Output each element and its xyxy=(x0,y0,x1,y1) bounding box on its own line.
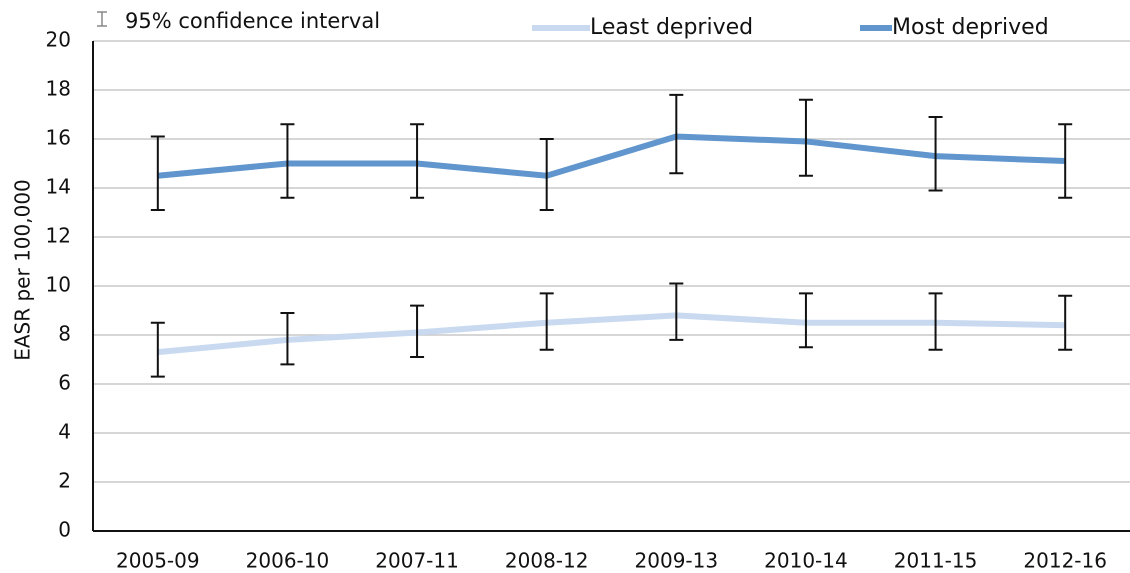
y-tick-label: 8 xyxy=(58,322,71,346)
series-line xyxy=(157,312,1066,356)
x-tick-label: 2011-15 xyxy=(894,549,978,573)
y-axis-label: EASR per 100,000 xyxy=(11,179,35,361)
error-bar xyxy=(410,123,425,199)
x-tick-label: 2007-11 xyxy=(375,549,459,573)
ci-legend-label: 95% confidence interval xyxy=(125,9,380,33)
y-tick-label: 2 xyxy=(58,469,71,493)
series-line xyxy=(157,133,1066,179)
ci-legend-icon xyxy=(97,11,107,27)
legend-label: Most deprived xyxy=(892,15,1049,40)
error-bar xyxy=(280,311,295,366)
error-bar xyxy=(798,292,813,349)
legend-label: Least deprived xyxy=(590,15,753,40)
y-tick-label: 0 xyxy=(58,518,71,542)
y-tick-label: 4 xyxy=(58,420,71,444)
error-bar xyxy=(410,304,425,359)
y-tick-label: 12 xyxy=(46,224,71,248)
y-tick-label: 6 xyxy=(58,371,71,395)
error-bar xyxy=(928,292,943,351)
x-tick-label: 2012-16 xyxy=(1023,549,1107,573)
error-bar xyxy=(1058,123,1073,199)
error-bar xyxy=(669,93,684,175)
y-tick-label: 10 xyxy=(46,273,71,297)
error-bar xyxy=(539,138,554,212)
error-bar xyxy=(280,123,295,199)
x-tick-label: 2010-14 xyxy=(764,549,848,573)
y-tick-label: 14 xyxy=(46,175,71,199)
x-tick-label: 2008-12 xyxy=(505,549,589,573)
x-tick-label: 2009-13 xyxy=(635,549,719,573)
error-bar xyxy=(1058,294,1073,351)
y-tick-label: 16 xyxy=(46,126,71,150)
error-bar xyxy=(539,292,554,351)
y-tick-label: 18 xyxy=(46,77,71,101)
x-tick-label: 2005-09 xyxy=(116,549,200,573)
error-bar xyxy=(798,98,813,177)
y-tick-label: 20 xyxy=(46,28,71,52)
error-bar xyxy=(150,321,165,378)
error-bar xyxy=(928,115,943,192)
x-tick-label: 2006-10 xyxy=(246,549,330,573)
error-bar xyxy=(669,282,684,341)
error-bar xyxy=(150,135,165,212)
